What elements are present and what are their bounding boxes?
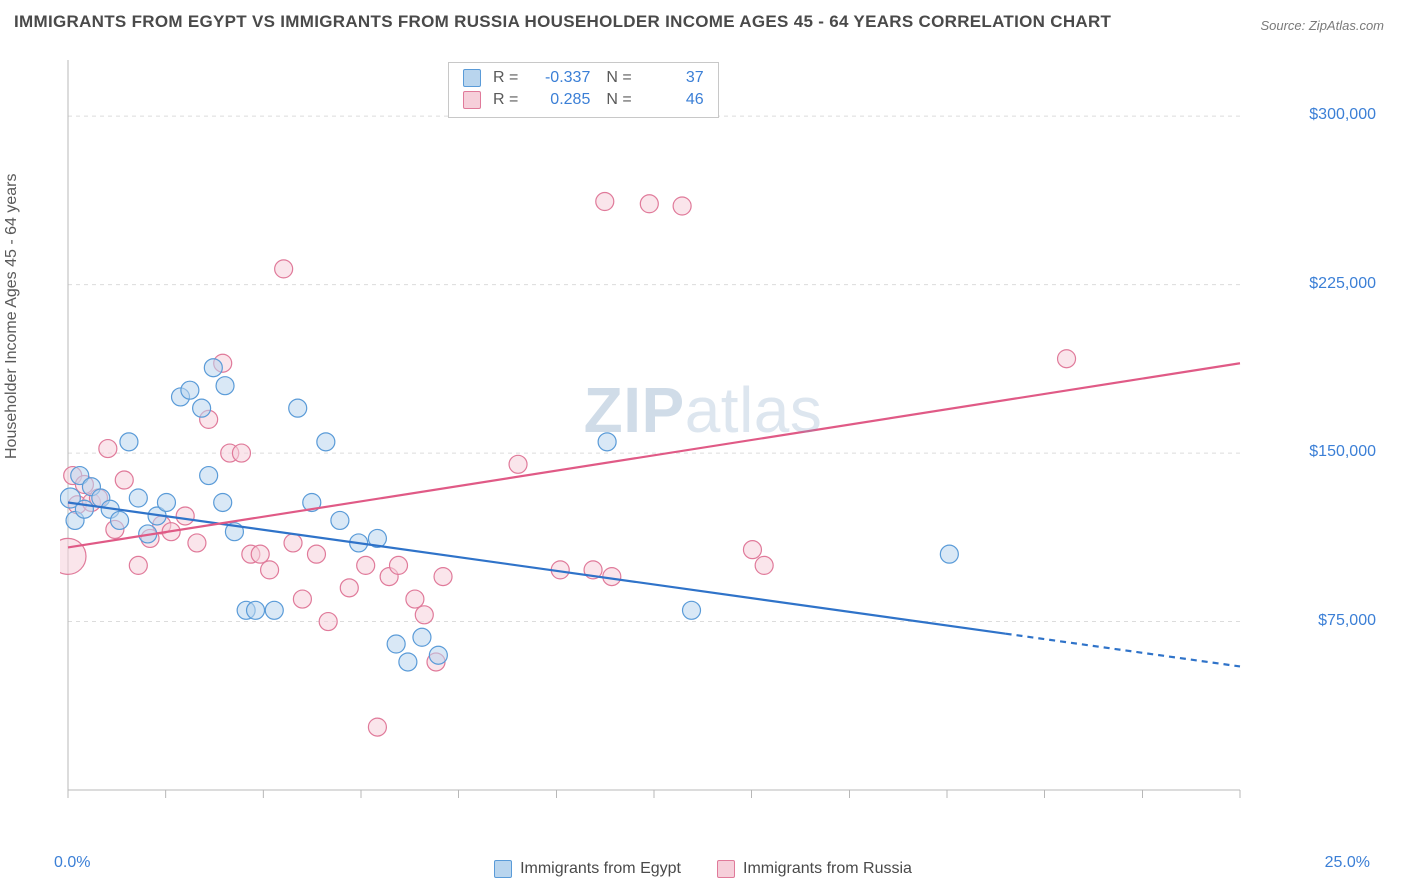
legend-item-a: Immigrants from Egypt bbox=[494, 860, 681, 878]
stats-row-b: R = 0.285 N = 46 bbox=[463, 89, 704, 111]
bottom-legend: Immigrants from Egypt Immigrants from Ru… bbox=[0, 860, 1406, 878]
source-label: Source: ZipAtlas.com bbox=[1260, 18, 1384, 33]
y-tick-label: $150,000 bbox=[1309, 443, 1376, 461]
swatch-b bbox=[463, 91, 481, 109]
stat-R-label: R = bbox=[493, 69, 518, 87]
stat-R-b: 0.285 bbox=[530, 91, 590, 109]
legend-label-b: Immigrants from Russia bbox=[743, 860, 912, 878]
y-tick-label: $75,000 bbox=[1318, 612, 1376, 630]
stat-R-label: R = bbox=[493, 91, 518, 109]
chart-title: IMMIGRANTS FROM EGYPT VS IMMIGRANTS FROM… bbox=[14, 12, 1111, 32]
legend-swatch-a bbox=[494, 860, 512, 878]
swatch-a bbox=[463, 69, 481, 87]
correlation-chart bbox=[60, 60, 1380, 830]
stat-N-a: 37 bbox=[644, 69, 704, 87]
stats-row-a: R = -0.337 N = 37 bbox=[463, 67, 704, 89]
legend-label-a: Immigrants from Egypt bbox=[520, 860, 681, 878]
stat-N-label: N = bbox=[606, 69, 631, 87]
legend-swatch-b bbox=[717, 860, 735, 878]
stats-legend: R = -0.337 N = 37 R = 0.285 N = 46 bbox=[448, 62, 719, 118]
legend-item-b: Immigrants from Russia bbox=[717, 860, 912, 878]
stat-N-label: N = bbox=[606, 91, 631, 109]
stat-N-b: 46 bbox=[644, 91, 704, 109]
stat-R-a: -0.337 bbox=[530, 69, 590, 87]
y-axis-label: Householder Income Ages 45 - 64 years bbox=[3, 174, 21, 460]
y-tick-label: $300,000 bbox=[1309, 106, 1376, 124]
y-tick-label: $225,000 bbox=[1309, 275, 1376, 293]
